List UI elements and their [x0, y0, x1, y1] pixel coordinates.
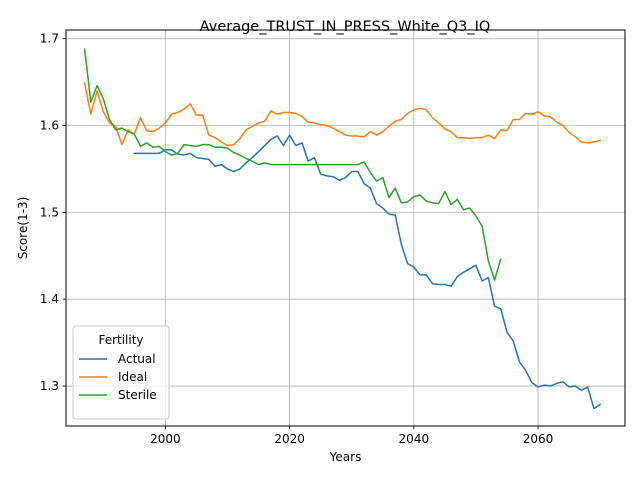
- y-tick-label: 1.3: [40, 379, 59, 393]
- x-tick-label: 2020: [274, 432, 305, 446]
- series-lines: [83, 48, 602, 410]
- y-tick-label: 1.5: [40, 205, 59, 219]
- legend-entries: Actual Ideal Sterile: [79, 352, 157, 402]
- y-tick-label: 1.7: [40, 32, 59, 46]
- legend-title: Fertility: [98, 333, 143, 347]
- y-axis-label: Score(1-3): [16, 197, 30, 260]
- legend-label-sterile: Sterile: [118, 388, 157, 402]
- plot-frame: [65, 29, 626, 427]
- x-axis-label: Years: [329, 450, 362, 464]
- x-tick-label: 2060: [523, 432, 554, 446]
- y-tick-label: 1.4: [40, 292, 59, 306]
- legend-label-ideal: Ideal: [118, 370, 147, 384]
- chart-title: Average_TRUST_IN_PRESS_White_Q3_IQ: [200, 19, 491, 35]
- grid: [66, 30, 625, 426]
- series-line-ideal: [83, 82, 602, 147]
- series-line-actual: [133, 134, 602, 410]
- legend: Fertility Actual Ideal Sterile: [72, 325, 170, 420]
- legend-label-actual: Actual: [118, 352, 156, 366]
- y-tick-label: 1.6: [40, 119, 59, 133]
- x-tick-label: 2000: [150, 432, 181, 446]
- x-tick-label: 2040: [399, 432, 430, 446]
- series-line-sterile: [83, 48, 502, 281]
- axis-ticks: 2000 2020 2040 2060 1.3 1.4 1.5 1.6 1.7: [40, 32, 553, 446]
